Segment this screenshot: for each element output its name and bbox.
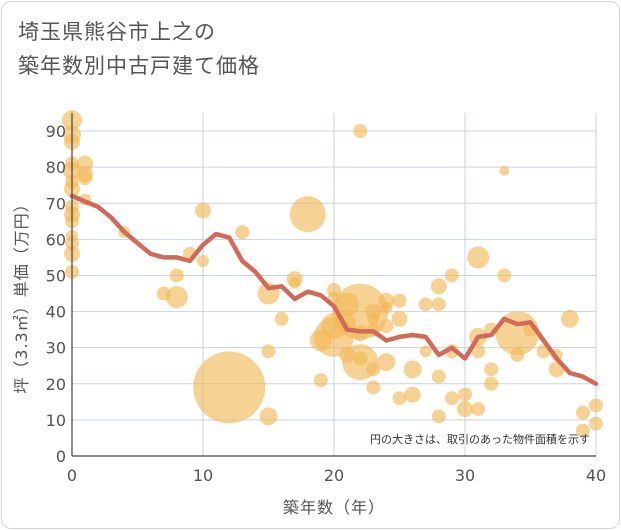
data-bubble [575,423,590,438]
data-bubble [313,373,328,388]
data-bubble [259,407,278,426]
data-bubble [510,347,525,362]
data-bubble [366,362,381,377]
data-bubble [391,310,408,327]
data-bubble [575,405,590,420]
x-axis-title: 築年数（年） [283,498,385,517]
y-tick-label: 70 [46,194,66,213]
data-bubble [165,286,188,309]
data-bubble [589,398,603,413]
y-tick-label: 80 [46,158,66,177]
data-bubble [169,268,184,283]
data-bubble [431,369,446,384]
data-bubble [404,386,421,403]
title-line-2: 築年数別中古戸建て価格 [18,54,260,78]
y-tick-label: 10 [46,411,66,430]
data-bubble [379,319,394,334]
data-bubble [289,196,326,233]
x-tick-labels: 0 10 20 30 40 [67,466,606,485]
y-tick-label: 40 [46,303,66,322]
data-bubble [457,401,473,418]
y-tick-label: 50 [46,266,66,285]
data-bubble [353,351,368,366]
axes [71,113,596,457]
data-bubble [380,301,393,314]
y-tick-label: 90 [46,122,66,141]
data-bubble [261,344,276,359]
data-bubble [274,311,289,326]
y-tick-labels: 0 10 20 30 40 50 60 70 80 90 [46,122,66,466]
data-bubble [484,376,499,391]
y-tick-label: 0 [56,447,66,466]
data-bubble [419,345,432,358]
data-bubble [431,297,446,312]
x-tick-label: 10 [193,466,213,485]
x-tick-label: 0 [67,466,77,485]
data-bubble [367,312,380,325]
x-tick-label: 20 [324,466,344,485]
data-bubble [430,278,447,295]
data-bubble [467,246,490,269]
data-bubble [193,351,266,424]
bubble-layer [62,110,603,438]
trend-line [69,193,599,387]
x-tick-label: 30 [455,466,475,485]
data-bubble [392,293,407,308]
y-axis-title: 坪（3.3㎡）単価（万円） [12,195,31,393]
data-bubble [497,268,512,283]
data-bubble [431,409,446,424]
data-bubble [78,170,93,185]
data-bubble [560,309,579,328]
data-bubble [197,255,209,268]
x-tick-label: 40 [586,466,606,485]
y-tick-label: 60 [46,230,66,249]
data-bubble [444,268,459,283]
data-bubble [471,402,486,417]
size-note: 円の大きさは、取引のあった物件面積を示す [370,432,590,446]
data-bubble [195,202,211,219]
data-bubble [471,344,486,359]
data-bubble [484,362,499,377]
title-line-1: 埼玉県熊谷市上之の [18,20,216,44]
data-bubble [366,380,381,395]
y-tick-label: 30 [46,339,66,358]
y-tick-label: 20 [46,375,66,394]
data-bubble [288,276,301,289]
data-bubble [499,165,510,176]
data-bubble [353,124,368,139]
data-bubble [235,225,250,240]
data-bubble [403,360,422,379]
data-bubble [392,391,407,406]
data-bubble [377,353,396,372]
chart-title: 埼玉県熊谷市上之の 築年数別中古戸建て価格 [18,15,260,83]
data-bubble [444,391,459,406]
data-bubble [589,416,603,431]
data-bubble [458,387,472,402]
data-bubble [418,297,433,312]
